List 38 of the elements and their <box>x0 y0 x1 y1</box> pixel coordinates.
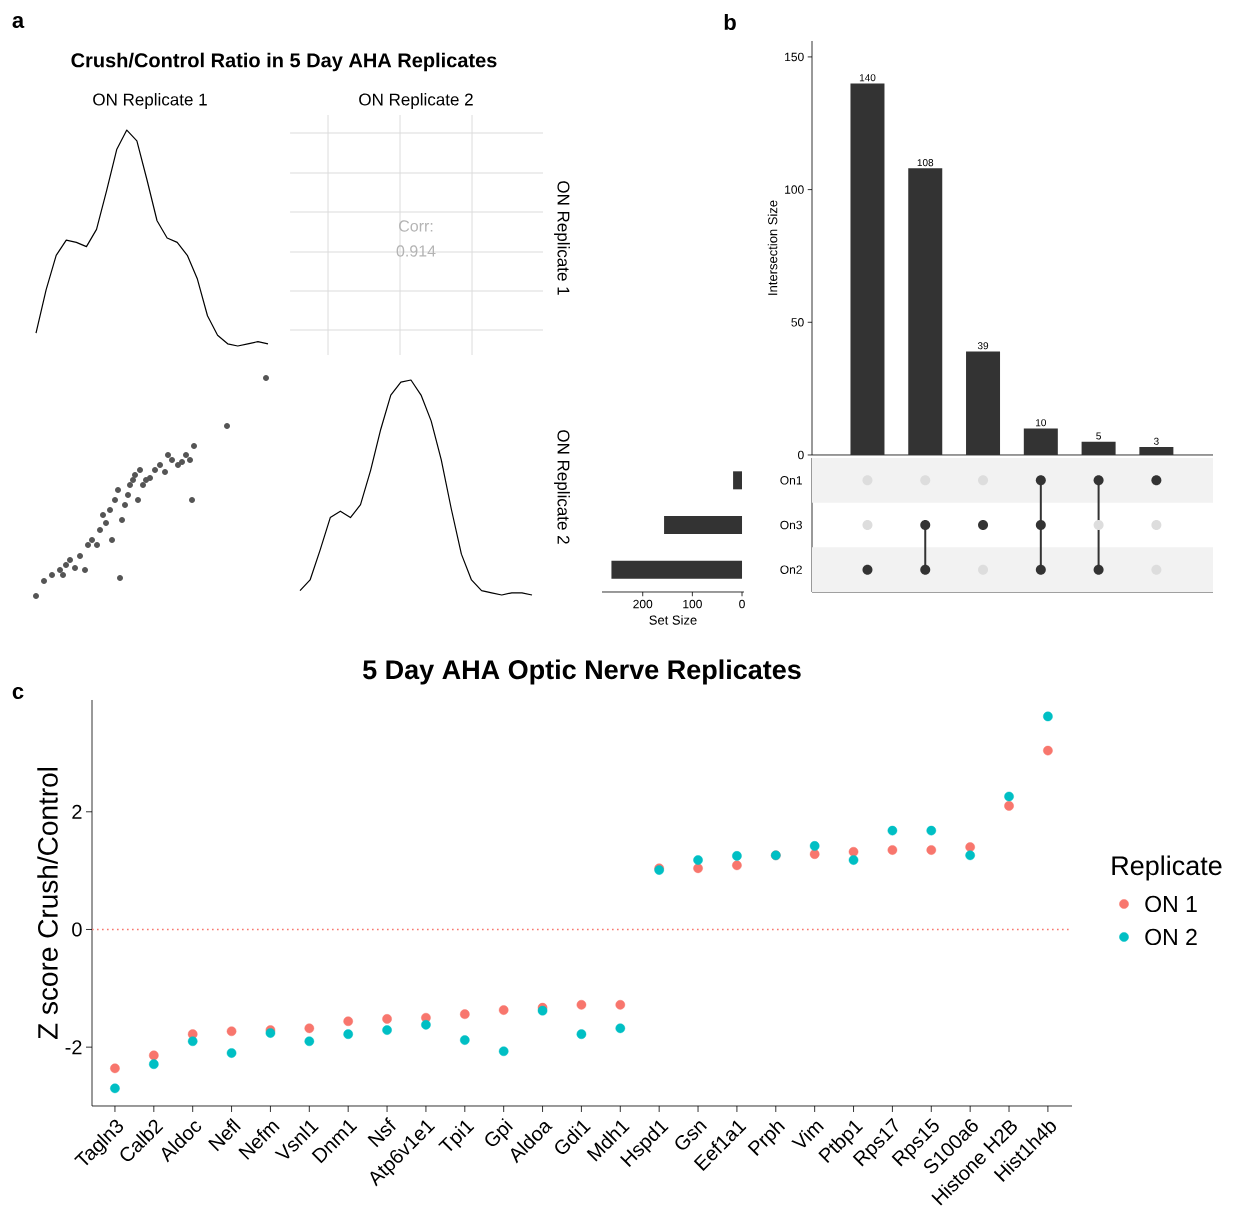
x-tick-label: Tpi1 <box>438 1120 475 1152</box>
legend-label: ON 1 <box>1145 895 1197 913</box>
text: ON Replicate 1 <box>554 181 570 295</box>
text: a <box>12 15 25 29</box>
y-tick-label: On1 <box>780 476 802 485</box>
data-label: 5 <box>1096 432 1101 440</box>
x-tick-label: 100 <box>683 599 702 609</box>
x-tick-label: Gpi <box>485 1117 513 1147</box>
y-axis-title: Intersection Size <box>767 200 778 295</box>
text: c <box>12 686 24 700</box>
y-tick-label: On3 <box>780 520 802 530</box>
data-label: 10 <box>1036 419 1046 427</box>
y-tick-label: -2 <box>65 1040 82 1055</box>
y-tick-label: 2 <box>72 804 82 819</box>
y-tick-label: 100 <box>785 185 804 194</box>
chart-title: 5 Day AHA Optic Nerve Replicates <box>363 659 801 685</box>
x-tick-label: 0 <box>739 599 745 609</box>
data-label: 140 <box>859 74 876 82</box>
data-label: 3 <box>1153 437 1159 445</box>
x-tick-label: 200 <box>633 599 653 609</box>
y-tick-label: 0 <box>798 450 804 460</box>
chart-title: ON Replicate 1 <box>93 93 207 109</box>
legend-title: Replicate <box>1112 855 1222 881</box>
y-tick-label: On2 <box>780 565 802 574</box>
data-label: 108 <box>917 159 934 167</box>
x-axis-title: Set Size <box>649 615 697 625</box>
y-tick-label: 50 <box>791 318 804 327</box>
y-axis-title: ON Replicate 2 <box>554 430 570 544</box>
y-tick-label: 0 <box>72 922 82 937</box>
text: Corr: <box>399 220 433 232</box>
y-axis-title: Z score Crush/Control <box>37 767 58 1040</box>
text: b <box>724 13 736 31</box>
text: 0.914 <box>396 245 436 257</box>
text: Crush/Control Ratio in 5 Day AHA Replicates <box>71 52 497 72</box>
text: ON Replicate 2 <box>359 93 473 109</box>
data-label: 39 <box>977 342 989 350</box>
y-tick-label: 150 <box>785 52 804 62</box>
legend-label: ON 2 <box>1145 928 1197 946</box>
